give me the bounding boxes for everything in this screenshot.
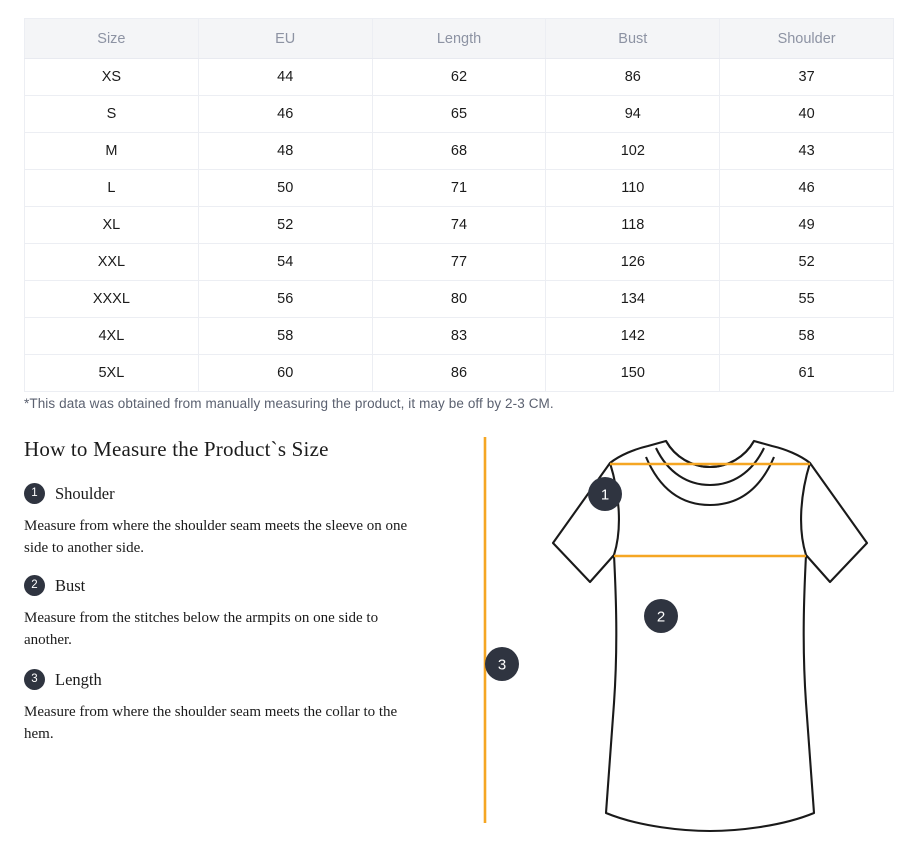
cell-bust: 126 xyxy=(545,243,721,281)
right-shoulder-seam xyxy=(800,462,812,556)
cell-bust: 118 xyxy=(545,206,721,244)
instruction-item-shoulder: 1 Shoulder Measure from where the should… xyxy=(24,483,444,559)
cell-eu: 52 xyxy=(197,206,373,244)
table-header-row: Size EU Length Bust Shoulder xyxy=(24,18,894,59)
column-header-size: Size xyxy=(24,18,199,59)
cell-bust: 142 xyxy=(545,317,721,355)
cell-length: 77 xyxy=(371,243,547,281)
cell-eu: 50 xyxy=(197,169,373,207)
cell-shoulder: 58 xyxy=(719,317,894,355)
marker-circle-2 xyxy=(644,599,678,633)
cell-eu: 54 xyxy=(197,243,373,281)
left-shoulder-seam xyxy=(608,462,620,556)
column-header-length: Length xyxy=(371,18,547,59)
column-header-eu: EU xyxy=(197,18,373,59)
step-number-badge-3: 3 xyxy=(24,669,45,691)
instruction-title: Shoulder xyxy=(55,483,115,503)
table-row: XS 44 62 86 37 xyxy=(24,58,894,96)
cell-size: S xyxy=(24,95,199,133)
cell-shoulder: 55 xyxy=(719,280,894,318)
cell-size: XL xyxy=(24,206,199,244)
size-chart-table-container: Size EU Length Bust Shoulder XS 44 62 86… xyxy=(24,18,894,392)
cell-eu: 60 xyxy=(197,354,373,392)
cell-size: 4XL xyxy=(24,317,199,355)
instruction-description: Measure from where the shoulder seam mee… xyxy=(24,704,398,743)
instruction-title: Length xyxy=(55,669,102,689)
step-number-badge-2: 2 xyxy=(24,575,45,597)
column-header-shoulder: Shoulder xyxy=(719,18,894,59)
table-row: L 50 71 110 46 xyxy=(24,169,894,207)
cell-shoulder: 43 xyxy=(719,132,894,170)
cell-size: XS xyxy=(24,58,199,96)
marker-label-2: 2 xyxy=(657,609,665,626)
cell-shoulder: 52 xyxy=(719,243,894,281)
marker-label-3: 3 xyxy=(498,657,506,674)
collar-rib-line xyxy=(655,447,765,487)
cell-size: M xyxy=(24,132,199,170)
cell-length: 65 xyxy=(371,95,547,133)
collar-inner-neckline xyxy=(645,456,775,507)
cell-eu: 56 xyxy=(197,280,373,318)
table-row: XXXL 56 80 134 55 xyxy=(24,280,894,318)
table-row: 4XL 58 83 142 58 xyxy=(24,317,894,355)
instruction-title: Bust xyxy=(55,575,86,595)
cell-bust: 150 xyxy=(545,354,721,392)
marker-circle-1 xyxy=(588,477,622,511)
cell-length: 86 xyxy=(371,354,547,392)
cell-length: 83 xyxy=(371,317,547,355)
cell-eu: 46 xyxy=(197,95,373,133)
measurement-disclaimer: *This data was obtained from manually me… xyxy=(24,396,554,411)
cell-length: 62 xyxy=(371,58,547,96)
cell-bust: 110 xyxy=(545,169,721,207)
cell-bust: 134 xyxy=(545,280,721,318)
how-to-measure-heading: How to Measure the Product`s Size xyxy=(24,437,329,461)
cell-size: 5XL xyxy=(24,354,199,392)
diagram-marker-3: 3 xyxy=(485,647,519,681)
cell-size: XXL xyxy=(24,243,199,281)
cell-shoulder: 40 xyxy=(719,95,894,133)
instruction-item-bust: 2 Bust Measure from the stitches below t… xyxy=(24,575,444,651)
size-chart-table: Size EU Length Bust Shoulder XS 44 62 86… xyxy=(24,18,894,392)
instruction-header: 3 Length xyxy=(24,669,444,691)
table-row: S 46 65 94 40 xyxy=(24,95,894,133)
cell-bust: 102 xyxy=(545,132,721,170)
marker-circle-3 xyxy=(485,647,519,681)
table-body: XS 44 62 86 37 S 46 65 94 40 M 48 68 102… xyxy=(24,58,894,392)
cell-shoulder: 37 xyxy=(719,58,894,96)
instruction-description: Measure from the stitches below the armp… xyxy=(24,610,379,649)
cell-eu: 58 xyxy=(197,317,373,355)
cell-shoulder: 49 xyxy=(719,206,894,244)
cell-length: 74 xyxy=(371,206,547,244)
cell-size: L xyxy=(24,169,199,207)
table-header: Size EU Length Bust Shoulder xyxy=(24,18,894,59)
instruction-header: 1 Shoulder xyxy=(24,483,444,504)
marker-label-1: 1 xyxy=(601,487,609,504)
measurement-instructions-list: 1 Shoulder Measure from where the should… xyxy=(24,483,444,763)
instruction-item-length: 3 Length Measure from where the shoulder… xyxy=(24,669,444,745)
cell-shoulder: 61 xyxy=(719,354,894,392)
step-number-badge-1: 1 xyxy=(24,483,45,504)
table-row: XXL 54 77 126 52 xyxy=(24,243,894,281)
cell-size: XXXL xyxy=(24,280,199,318)
garment-measurement-diagram: 1 2 3 xyxy=(470,435,890,845)
table-row: XL 52 74 118 49 xyxy=(24,206,894,244)
diagram-marker-1: 1 xyxy=(588,477,622,511)
instruction-description: Measure from where the shoulder seam mee… xyxy=(24,518,408,557)
cell-bust: 94 xyxy=(545,95,721,133)
collar-outer-edge xyxy=(665,440,755,469)
table-row: M 48 68 102 43 xyxy=(24,132,894,170)
cell-shoulder: 46 xyxy=(719,169,894,207)
cell-eu: 48 xyxy=(197,132,373,170)
cell-bust: 86 xyxy=(545,58,721,96)
diagram-marker-2: 2 xyxy=(644,599,678,633)
cell-length: 80 xyxy=(371,280,547,318)
instruction-header: 2 Bust xyxy=(24,575,444,597)
cell-length: 71 xyxy=(371,169,547,207)
table-row: 5XL 60 86 150 61 xyxy=(24,354,894,392)
cell-eu: 44 xyxy=(197,58,373,96)
column-header-bust: Bust xyxy=(545,18,721,59)
cell-length: 68 xyxy=(371,132,547,170)
